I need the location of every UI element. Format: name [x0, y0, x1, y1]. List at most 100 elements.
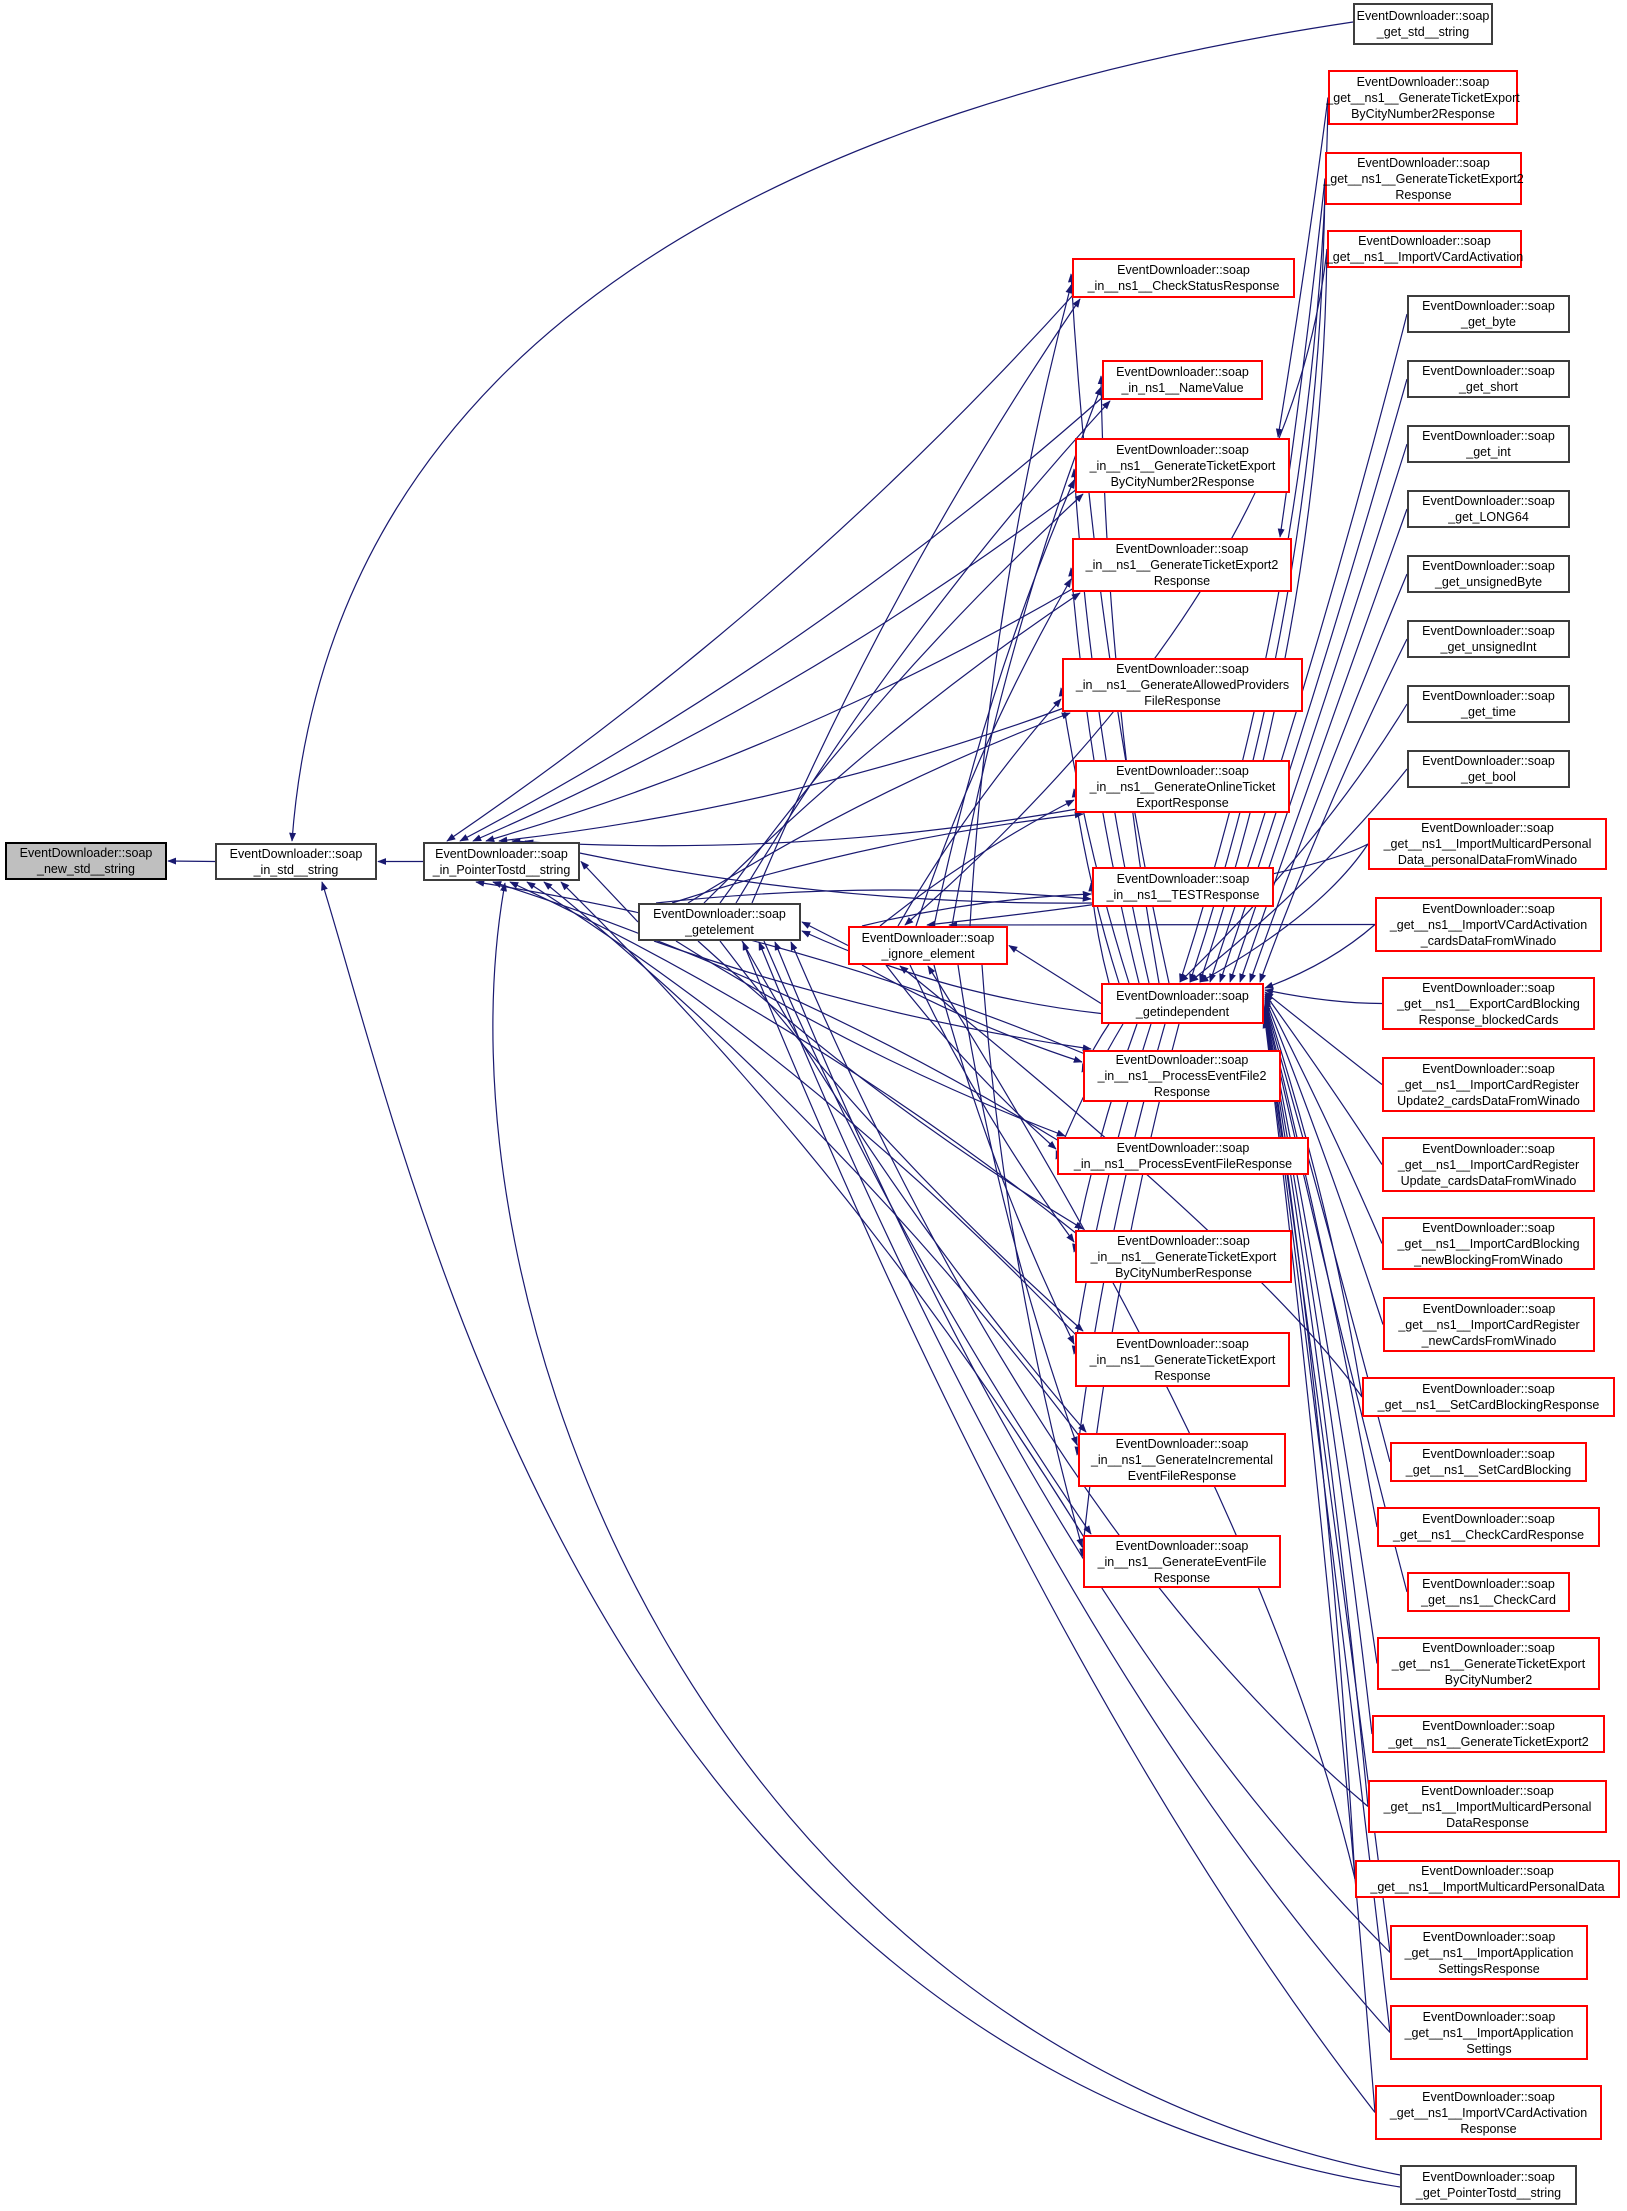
graph-node-label-line: _get__ns1__SetCardBlocking [1405, 1463, 1572, 1477]
graph-node-in_GenEventFileResponse[interactable]: EventDownloader::soap _in__ns1__GenerateE… [1083, 1535, 1281, 1588]
graph-node-label-line: _ignore_element [881, 946, 975, 961]
graph-node-label-line: _get__ns1__GenerateTicketExport2 [1388, 1735, 1589, 1749]
graph-node-label-line: ByCityNumber2 [1444, 1672, 1533, 1687]
graph-node-label-line: EventFileResponse [1127, 1469, 1237, 1483]
graph-node-get_ICRUpdate_cardsDataFromWinado[interactable]: EventDownloader::soap _get__ns1__ImportCa… [1382, 1137, 1595, 1192]
graph-node-label-line: EventDownloader::soap [1422, 494, 1555, 508]
edge-ignore-to-in_GenOnlineTicketExportResponse [879, 799, 1075, 927]
graph-node-get_bool[interactable]: EventDownloader::soap _get_bool [1407, 750, 1570, 788]
graph-node-get_std_string[interactable]: EventDownloader::soap _get_std__string [1353, 3, 1493, 45]
graph-node-label-line: _in__ns1__CheckStatusResponse [1087, 279, 1280, 293]
graph-node-in_ptr[interactable]: EventDownloader::soap _in_PointerTostd__s… [423, 842, 580, 881]
graph-node-label-line: _get_time [1461, 705, 1516, 719]
graph-node-label-line: EventDownloader::soap [1116, 442, 1249, 457]
graph-node-label-line: EventDownloader::soap [1422, 299, 1555, 313]
edge-ignore-to-in_GenAllowedProvidersFileResponse [897, 698, 1062, 927]
graph-node-get_GTEByCityNumber2[interactable]: EventDownloader::soap _get__ns1__Generate… [1377, 1637, 1600, 1690]
graph-node-get_IVCAResponse[interactable]: EventDownloader::soap _get__ns1__ImportVC… [1375, 2085, 1602, 2140]
graph-node-label-line: EventDownloader::soap [1422, 2089, 1555, 2104]
graph-node-label-line: EventDownloader::soap [1115, 1437, 1249, 1451]
graph-node-label-line: Response [1153, 1570, 1211, 1585]
graph-node-label-line: _in__ns1__GenerateEventFile [1097, 1554, 1267, 1569]
graph-node-get_GTE2[interactable]: EventDownloader::soap _get__ns1__Generate… [1372, 1715, 1605, 1753]
graph-node-get_unsignedInt[interactable]: EventDownloader::soap _get_unsignedInt [1407, 620, 1570, 658]
graph-node-label-line: _get__ns1__ImportApplication [1404, 1945, 1574, 1960]
graph-node-label-line: Response [1460, 2121, 1517, 2136]
graph-node-label-line: EventDownloader::soap [1422, 1929, 1556, 1944]
graph-node-get_byte[interactable]: EventDownloader::soap_get_byte [1407, 295, 1570, 333]
graph-node-get_LONG64[interactable]: EventDownloader::soap _get_LONG64 [1407, 490, 1570, 528]
graph-node-in_GenOnlineTicketExportResponse[interactable]: EventDownloader::soap _in__ns1__GenerateO… [1075, 760, 1290, 813]
graph-node-in_ProcessEventFile2Response[interactable]: EventDownloader::soap _in__ns1__ProcessEv… [1083, 1050, 1281, 1102]
graph-node-get_int[interactable]: EventDownloader::soap _get_int [1407, 425, 1570, 463]
graph-node-label-line: EventDownloader::soap [1116, 872, 1250, 886]
graph-node-new_std_string[interactable]: EventDownloader::soap _new_std__string [5, 842, 167, 880]
graph-node-get_GTEByCityNumber2Response[interactable]: EventDownloader::soap _get__ns1__Generate… [1326, 70, 1520, 125]
graph-node-get_ImportVCardActivation[interactable]: EventDownloader::soap _get__ns1__ImportVC… [1326, 230, 1523, 268]
graph-node-label-line: _in_ns1__NameValue [1121, 381, 1244, 395]
graph-node-get_IAppSettingsResponse[interactable]: EventDownloader::soap _get__ns1__ImportAp… [1390, 1925, 1588, 1980]
edge-in_std_string-to-new_std_string [167, 857, 216, 865]
edge-get_ECBResponse_blockedCards-to-getind [1264, 988, 1383, 1005]
graph-node-label-line: Update_cardsDataFromWinado [1400, 1173, 1577, 1188]
graph-node-in_GTEByCityNumberResponse[interactable]: EventDownloader::soap _in__ns1__GenerateT… [1075, 1230, 1292, 1283]
graph-node-in_ProcessEventFileResponse[interactable]: EventDownloader::soap _in__ns1__ProcessEv… [1057, 1137, 1309, 1175]
graph-node-label-line: FileResponse [1144, 694, 1221, 708]
graph-node-get_CheckCard[interactable]: EventDownloader::soap _get__ns1__CheckCar… [1407, 1572, 1570, 1612]
graph-node-get_SetCardBlockingResponse[interactable]: EventDownloader::soap _get__ns1__SetCardB… [1362, 1377, 1615, 1417]
graph-node-in_GTE2Response[interactable]: EventDownloader::soap _in__ns1__GenerateT… [1072, 538, 1292, 592]
graph-node-label-line: _get_byte [1461, 315, 1516, 329]
graph-node-in_GTEByCityNumber2Response[interactable]: EventDownloader::soap _in__ns1__GenerateT… [1075, 438, 1290, 493]
graph-node-get_ICR_newCardsFromWinado[interactable]: EventDownloader::soap _get__ns1__ImportCa… [1383, 1297, 1595, 1352]
graph-node-in_GTEResponse[interactable]: EventDownloader::soap _in__ns1__GenerateT… [1075, 1332, 1290, 1387]
graph-node-label-line: Update2_cardsDataFromWinado [1397, 1093, 1580, 1108]
graph-node-get_IVCA_cardsDataFromWinado[interactable]: EventDownloader::soap _get__ns1__ImportVC… [1375, 897, 1602, 952]
graph-node-getind[interactable]: EventDownloader::soap _getindependent [1101, 983, 1264, 1024]
edge-getelement-to-in_GTEByCityNumberResponse [697, 940, 1084, 1230]
graph-node-in_TESTResponse[interactable]: EventDownloader::soap _in__ns1__TESTRespo… [1092, 867, 1274, 907]
graph-node-get_unsignedByte[interactable]: EventDownloader::soap _get_unsignedByte [1407, 555, 1570, 593]
graph-node-label-line: Response [1153, 1085, 1211, 1099]
edge-get_IAppSettings-to-getelement [758, 941, 1391, 2033]
graph-node-label-line: _get__ns1__ImportCardRegister [1397, 1077, 1580, 1092]
graph-node-get_short[interactable]: EventDownloader::soap _get_short [1407, 360, 1570, 398]
graph-node-get_IMPDataResponse[interactable]: EventDownloader::soap _get__ns1__ImportMu… [1368, 1780, 1607, 1833]
graph-node-get_time[interactable]: EventDownloader::soap _get_time [1407, 685, 1570, 723]
graph-node-get_ICB_newBlockingFromWinado[interactable]: EventDownloader::soap _get__ns1__ImportCa… [1382, 1217, 1595, 1270]
graph-node-getelement[interactable]: EventDownloader::soap _getelement [638, 903, 801, 941]
edge-get_IVCA_cardsDataFromWinado-to-getind [1264, 924, 1376, 989]
graph-node-label-line: _get__ns1__GenerateTicketExport2 [1323, 171, 1524, 186]
graph-node-get_IMPData[interactable]: EventDownloader::soap _get__ns1__ImportMu… [1355, 1860, 1620, 1898]
graph-node-label-line: _getelement [685, 923, 754, 937]
graph-node-in_NameValue[interactable]: EventDownloader::soap _in_ns1__NameValue [1102, 360, 1263, 400]
graph-node-get_CheckCardResponse[interactable]: EventDownloader::soap _get__ns1__CheckCar… [1377, 1507, 1600, 1547]
graph-node-label-line: ByCityNumber2Response [1351, 106, 1495, 121]
edge-getelement-to-in_ProcessEventFileResponse [675, 940, 1066, 1137]
graph-node-in_CheckStatusResponse[interactable]: EventDownloader::soap _in__ns1__CheckStat… [1072, 258, 1295, 298]
graph-node-label-line: _get__ns1__ExportCardBlocking [1397, 996, 1580, 1011]
graph-node-get_ptr[interactable]: EventDownloader::soap _get_PointerTostd__… [1400, 2165, 1577, 2205]
graph-node-label-line: DataResponse [1446, 1815, 1529, 1830]
graph-node-label-line: EventDownloader::soap [1422, 1382, 1555, 1396]
graph-node-label-line: _in__ns1__GenerateTicketExport [1089, 458, 1276, 473]
graph-node-label-line: EventDownloader::soap [861, 930, 995, 945]
graph-node-get_SetCardBlocking[interactable]: EventDownloader::soap _get__ns1__SetCardB… [1390, 1442, 1587, 1482]
graph-node-ignore[interactable]: EventDownloader::soap _ignore_element [848, 926, 1008, 965]
graph-node-label-line: EventDownloader::soap [1422, 429, 1555, 443]
edge-ignore-to-getelement [801, 921, 849, 947]
graph-node-label-line: _in__ns1__ProcessEventFileResponse [1073, 1157, 1293, 1171]
edge-in_NameValue-to-in_ptr [459, 395, 1105, 842]
graph-node-get_IMPData_personalDataFromWinado[interactable]: EventDownloader::soap _get__ns1__ImportMu… [1368, 818, 1607, 870]
graph-node-in_GenIncrementalEventFileResponse[interactable]: EventDownloader::soap _in__ns1__GenerateI… [1078, 1433, 1286, 1487]
graph-node-get_IAppSettings[interactable]: EventDownloader::soap _get__ns1__ImportAp… [1390, 2005, 1588, 2060]
graph-node-label-line: EventDownloader::soap [1422, 1301, 1556, 1316]
graph-node-in_std_string[interactable]: EventDownloader::soap _in_std__string [215, 843, 377, 880]
graph-node-label-line: _get__ns1__GenerateTicketExport [1326, 90, 1520, 105]
graph-node-label-line: EventDownloader::soap [1115, 1053, 1249, 1067]
graph-node-get_ECBResponse_blockedCards[interactable]: EventDownloader::soap _get__ns1__ExportCa… [1382, 977, 1595, 1030]
graph-node-in_GenAllowedProvidersFileResponse[interactable]: EventDownloader::soap _in__ns1__GenerateA… [1062, 658, 1303, 712]
graph-node-get_GTE2Response[interactable]: EventDownloader::soap _get__ns1__Generate… [1323, 152, 1524, 205]
edge-get_GTEByCityNumber2-to-getind [1263, 1007, 1378, 1664]
graph-node-get_ICRUpdate2_cardsDataFromWinado[interactable]: EventDownloader::soap _get__ns1__ImportCa… [1382, 1057, 1595, 1112]
graph-node-label-line: Response_blockedCards [1418, 1012, 1559, 1027]
